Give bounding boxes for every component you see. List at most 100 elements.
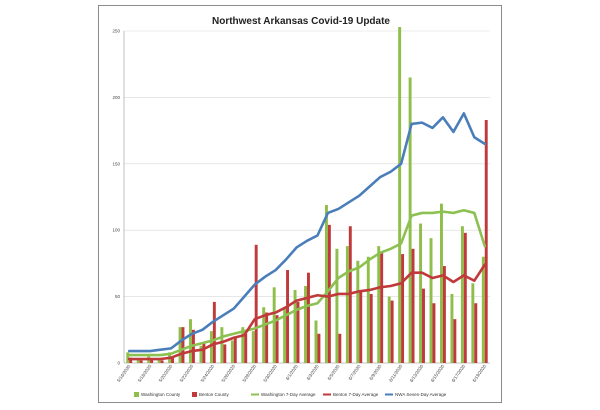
x-tick-label: 6/13/2020: [409, 363, 425, 383]
x-tick-label: 6/1/2020: [285, 363, 299, 381]
bar: [139, 360, 143, 363]
y-tick-label: 200: [112, 95, 120, 100]
x-axis: 5/16/2020 5/18/2020 5/20/2020 5/22/2020 5/24…: [116, 363, 487, 383]
bar: [272, 287, 276, 363]
bar: [223, 344, 227, 363]
x-tick-label: 5/24/2020: [200, 363, 216, 383]
bar: [338, 333, 342, 363]
x-tick-label: 5/22/2020: [179, 363, 195, 383]
bar: [398, 27, 402, 364]
bar: [150, 359, 154, 363]
x-tick-label: 6/7/2020: [347, 363, 361, 381]
bar: [178, 327, 182, 363]
bar: [241, 327, 245, 363]
chart-frame: Northwest Arkansas Covid-19 Update 0 50 10…: [98, 5, 502, 403]
bar: [209, 331, 213, 363]
bar: [327, 224, 331, 363]
x-tick-label: 6/9/2020: [368, 363, 382, 381]
x-tick-label: 6/19/2020: [472, 363, 488, 383]
bar: [157, 359, 161, 363]
bar: [244, 333, 248, 363]
lines: [127, 112, 487, 361]
x-tick-label: 6/15/2020: [430, 363, 446, 383]
bar: [450, 293, 454, 363]
bar: [129, 357, 133, 363]
x-tick-label: 6/11/2020: [388, 363, 404, 382]
bar: [265, 312, 269, 363]
bar: [304, 285, 307, 363]
bar: [171, 357, 174, 363]
bar: [345, 246, 349, 363]
x-tick-label: 5/26/2020: [221, 363, 237, 383]
bar: [202, 343, 206, 363]
bar: [463, 232, 467, 363]
x-tick-label: 6/5/2020: [327, 363, 341, 381]
y-tick-label: 100: [112, 228, 120, 233]
bar: [324, 204, 328, 363]
y-tick-label: 150: [112, 161, 120, 166]
bar: [419, 223, 423, 363]
x-tick-label: 6/17/2020: [451, 363, 467, 383]
bar: [366, 256, 370, 363]
bar: [293, 289, 297, 363]
bar: [230, 340, 234, 363]
bar: [481, 256, 485, 363]
legend-label: Washington County: [141, 392, 181, 397]
bar: [160, 360, 164, 363]
bar: [212, 301, 216, 363]
legend-swatch: [192, 392, 197, 397]
bar: [307, 272, 310, 363]
bar: [377, 246, 381, 363]
legend-label: Washington 7-Day Average: [261, 392, 316, 397]
bar: [283, 307, 287, 363]
bar: [356, 260, 360, 363]
bar: [296, 301, 300, 363]
bar: [369, 293, 373, 363]
series-line: [127, 112, 487, 353]
y-tick-label: 250: [112, 29, 120, 34]
legend-label: NWA Seven-Day Average: [395, 392, 447, 397]
x-tick-label: 5/16/2020: [116, 363, 132, 383]
bar: [453, 319, 457, 363]
x-tick-label: 5/30/2020: [262, 363, 278, 383]
bar: [442, 266, 446, 363]
y-tick-label: 50: [115, 294, 121, 299]
bar: [220, 327, 224, 363]
bar: [387, 296, 391, 363]
chart-title: Northwest Arkansas Covid-19 Update: [212, 16, 390, 27]
bar: [380, 251, 384, 363]
bar: [254, 244, 258, 363]
bar: [275, 315, 279, 363]
bar: [136, 359, 140, 363]
chart: Northwest Arkansas Covid-19 Update 0 50 10…: [112, 16, 490, 397]
bar: [411, 248, 415, 363]
bar: [440, 203, 443, 363]
bar: [317, 333, 321, 363]
bar: [126, 352, 130, 363]
bar: [262, 307, 266, 363]
bar: [390, 300, 394, 363]
series-line: [127, 263, 487, 361]
x-tick-label: 6/3/2020: [306, 363, 320, 381]
bars: [126, 27, 488, 364]
x-tick-label: 5/28/2020: [241, 363, 257, 383]
bar: [181, 327, 185, 363]
bar: [359, 291, 363, 363]
bar: [484, 119, 488, 363]
bar: [335, 248, 339, 363]
legend-label: Benton County: [199, 392, 230, 397]
bar: [422, 288, 425, 363]
x-tick-label: 5/18/2020: [137, 363, 153, 383]
bar: [401, 254, 405, 363]
bar: [189, 319, 192, 363]
bar: [286, 270, 290, 363]
legend-label: Benton 7-Day Average: [333, 392, 379, 397]
y-tick-label: 0: [117, 361, 120, 366]
bar: [432, 303, 436, 363]
bar: [460, 226, 464, 363]
series-line: [127, 208, 487, 357]
bar: [314, 320, 318, 363]
bar: [251, 331, 255, 363]
legend-swatch: [134, 392, 139, 397]
bar: [233, 336, 237, 363]
